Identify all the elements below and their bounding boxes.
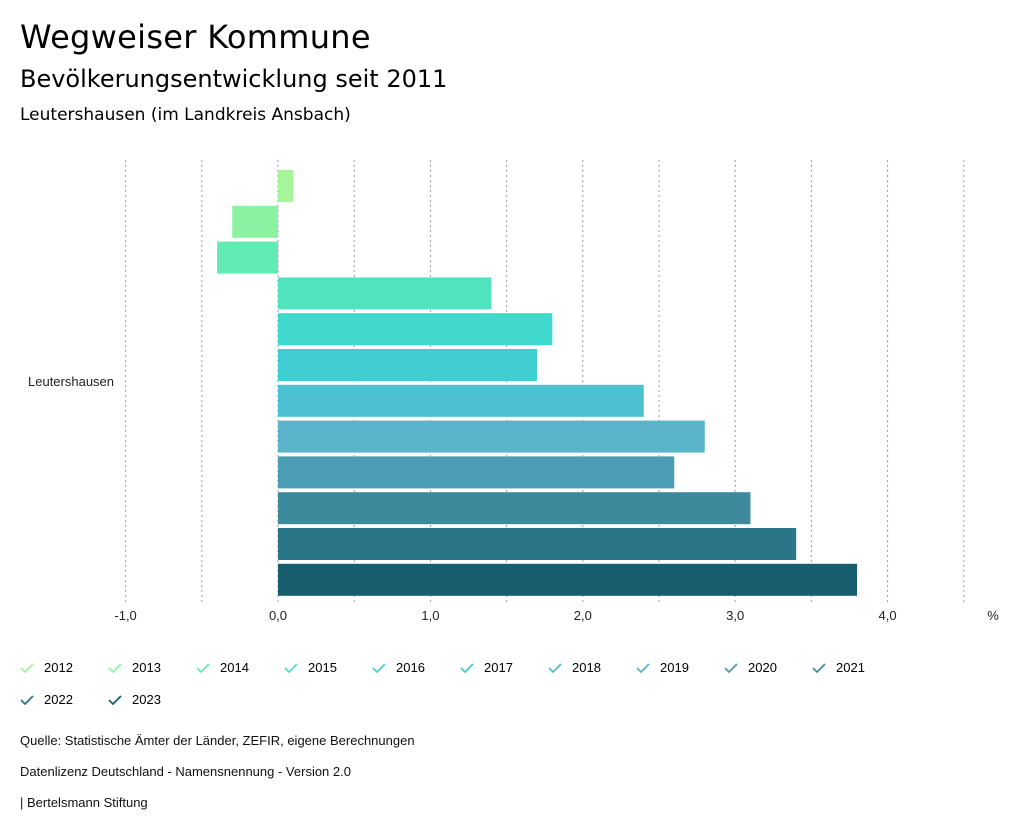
bar-2015[interactable]: [278, 277, 492, 310]
legend-item-2016[interactable]: 2016: [372, 660, 425, 675]
legend-item-2023[interactable]: 2023: [108, 692, 161, 707]
bar-2023[interactable]: [278, 563, 858, 596]
legend-label: 2013: [132, 660, 161, 675]
category-label: Leutershausen: [28, 374, 114, 389]
x-tick-label: 4,0: [879, 608, 897, 623]
x-tick-label: 0,0: [269, 608, 287, 623]
bar-2016[interactable]: [278, 313, 553, 346]
bar-2019[interactable]: [278, 420, 705, 453]
chart-subtitle: Bevölkerungsentwicklung seit 2011: [20, 65, 448, 93]
legend-label: 2015: [308, 660, 337, 675]
bar-chart: Leutershausen -1,0 0,0 1,0 2,0 3,0 4,0%: [28, 160, 999, 623]
check-icon: [108, 694, 122, 705]
legend-label: 2020: [748, 660, 777, 675]
check-icon: [20, 694, 34, 705]
bar-2012[interactable]: [278, 170, 294, 202]
legend-label: 2022: [44, 692, 73, 707]
bar-2020[interactable]: [278, 456, 675, 489]
legend-item-2015[interactable]: 2015: [284, 660, 337, 675]
check-icon: [460, 662, 474, 673]
legend-label: 2023: [132, 692, 161, 707]
region-label: Leutershausen (im Landkreis Ansbach): [20, 105, 351, 125]
license-note: Datenlizenz Deutschland - Namensnennung …: [20, 764, 351, 779]
legend-item-2021[interactable]: 2021: [812, 660, 865, 675]
source-note: Quelle: Statistische Ämter der Länder, Z…: [20, 733, 415, 748]
check-icon: [108, 662, 122, 673]
legend-label: 2017: [484, 660, 513, 675]
bar-2013[interactable]: [232, 205, 278, 238]
x-axis-unit: %: [987, 608, 999, 623]
bar-2021[interactable]: [278, 492, 751, 525]
legend-label: 2018: [572, 660, 601, 675]
legend-item-2022[interactable]: 2022: [20, 692, 73, 707]
legend-item-2019[interactable]: 2019: [636, 660, 689, 675]
bar-2018[interactable]: [278, 384, 644, 417]
check-icon: [284, 662, 298, 673]
legend-item-2017[interactable]: 2017: [460, 660, 513, 675]
x-tick-label: 1,0: [421, 608, 439, 623]
check-icon: [372, 662, 386, 673]
page-title: Wegweiser Kommune: [20, 18, 371, 56]
legend-label: 2021: [836, 660, 865, 675]
credit-note: | Bertelsmann Stiftung: [20, 795, 148, 810]
check-icon: [636, 662, 650, 673]
check-icon: [724, 662, 738, 673]
check-icon: [20, 662, 34, 673]
legend-label: 2014: [220, 660, 249, 675]
bar-2014[interactable]: [217, 241, 278, 274]
legend-label: 2016: [396, 660, 425, 675]
legend-item-2012[interactable]: 2012: [20, 660, 73, 675]
legend-item-2013[interactable]: 2013: [108, 660, 161, 675]
x-tick-label: 2,0: [574, 608, 592, 623]
bar-2022[interactable]: [278, 528, 797, 560]
legend-label: 2012: [44, 660, 73, 675]
legend-item-2014[interactable]: 2014: [196, 660, 249, 675]
bar-2017[interactable]: [278, 349, 538, 381]
legend-item-2018[interactable]: 2018: [548, 660, 601, 675]
check-icon: [548, 662, 562, 673]
x-tick-label: 3,0: [726, 608, 744, 623]
x-tick-label: -1,0: [114, 608, 136, 623]
check-icon: [196, 662, 210, 673]
legend-label: 2019: [660, 660, 689, 675]
legend-item-2020[interactable]: 2020: [724, 660, 777, 675]
check-icon: [812, 662, 826, 673]
